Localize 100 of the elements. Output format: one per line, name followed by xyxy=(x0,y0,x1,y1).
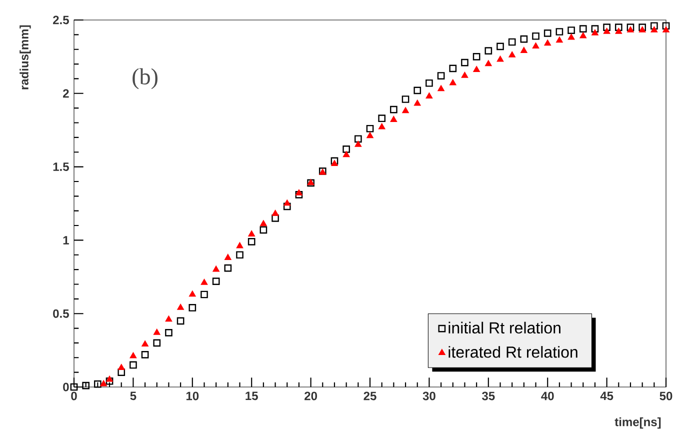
point xyxy=(614,24,622,31)
point xyxy=(508,52,516,58)
point xyxy=(532,32,540,40)
point xyxy=(165,329,172,336)
point xyxy=(366,124,374,132)
point xyxy=(556,36,563,43)
point xyxy=(496,42,504,50)
point xyxy=(438,85,444,92)
point xyxy=(472,53,480,60)
point xyxy=(82,382,90,390)
point xyxy=(639,26,646,32)
point xyxy=(331,160,338,166)
point xyxy=(142,340,148,347)
point xyxy=(283,202,291,210)
point xyxy=(154,329,160,335)
point xyxy=(484,47,492,54)
point xyxy=(260,226,268,234)
point xyxy=(330,157,338,165)
point xyxy=(461,72,468,78)
point xyxy=(402,96,410,103)
x-tick-label: 5 xyxy=(130,392,136,400)
point xyxy=(615,28,622,34)
point xyxy=(272,210,279,216)
y-tick-label: 1 xyxy=(63,236,69,244)
point xyxy=(520,35,528,43)
x-tick-label: 45 xyxy=(600,392,614,400)
point xyxy=(520,47,528,53)
point xyxy=(603,24,610,31)
point xyxy=(200,290,208,298)
point xyxy=(378,123,386,130)
point xyxy=(426,92,432,98)
point xyxy=(176,317,184,325)
point xyxy=(437,72,445,80)
point xyxy=(188,304,196,312)
point xyxy=(627,26,634,32)
y-tick-label: 2 xyxy=(63,89,69,98)
point xyxy=(390,116,397,122)
point xyxy=(354,135,362,143)
point xyxy=(650,22,658,30)
point xyxy=(224,254,232,260)
point xyxy=(580,32,586,38)
y-tick-label: 1.5 xyxy=(53,162,69,171)
point xyxy=(592,30,598,36)
point xyxy=(568,26,575,34)
point xyxy=(650,26,658,32)
point xyxy=(402,107,409,114)
x-axis-title: time[ns] xyxy=(614,417,661,429)
x-tick-label: 25 xyxy=(364,392,376,400)
point xyxy=(236,242,244,248)
point xyxy=(473,66,480,72)
point xyxy=(177,304,184,310)
point xyxy=(496,56,504,62)
point xyxy=(118,364,125,370)
point xyxy=(414,100,421,106)
point xyxy=(94,380,102,388)
point xyxy=(508,38,516,46)
point xyxy=(130,352,136,358)
point xyxy=(426,79,433,87)
point xyxy=(342,146,350,153)
point xyxy=(662,22,670,30)
point xyxy=(100,380,107,386)
point xyxy=(354,141,362,147)
x-tick-label: 50 xyxy=(660,392,672,400)
point xyxy=(343,151,350,158)
point xyxy=(248,230,255,236)
point xyxy=(556,28,564,36)
y-tick-label: 2.5 xyxy=(53,16,69,24)
point xyxy=(366,132,374,138)
x-tick-label: 10 xyxy=(186,392,199,400)
point xyxy=(568,34,575,40)
point xyxy=(284,200,290,206)
y-axis-title: radius[mm] xyxy=(20,25,31,90)
point xyxy=(224,264,232,272)
point xyxy=(236,251,244,259)
y-tick-label: 0 xyxy=(63,382,69,392)
point xyxy=(390,106,398,114)
point xyxy=(638,24,646,31)
point xyxy=(450,79,456,86)
point xyxy=(106,377,114,385)
legend-label: initial Rt relation xyxy=(448,322,560,334)
legend-label: iterated Rt relation xyxy=(448,346,578,358)
point xyxy=(604,28,610,34)
x-tick-label: 0 xyxy=(71,392,77,400)
point xyxy=(141,351,149,358)
point xyxy=(189,290,196,297)
point xyxy=(296,190,302,196)
point xyxy=(544,30,552,37)
point xyxy=(106,376,113,382)
point xyxy=(295,191,303,198)
point xyxy=(272,214,279,222)
point xyxy=(248,238,256,246)
point xyxy=(579,25,587,32)
point xyxy=(153,339,161,347)
x-tick-label: 20 xyxy=(304,392,317,400)
point xyxy=(200,279,208,285)
point xyxy=(414,86,422,94)
point xyxy=(260,220,267,226)
point xyxy=(165,316,172,322)
point xyxy=(532,42,540,49)
x-tick-label: 15 xyxy=(246,392,258,400)
